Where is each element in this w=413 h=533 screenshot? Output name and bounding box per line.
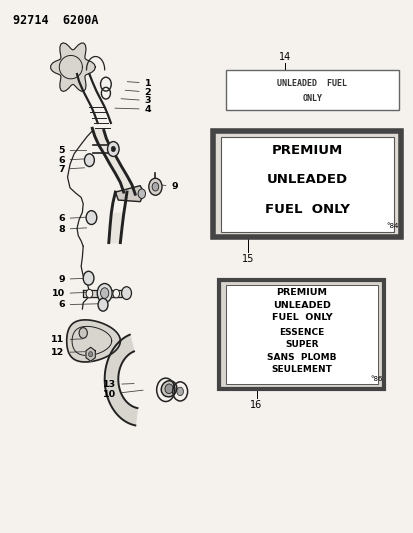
Text: 9: 9 [158, 182, 178, 191]
Text: 6: 6 [58, 214, 95, 223]
Text: 2: 2 [125, 87, 151, 96]
Text: PREMIUM: PREMIUM [271, 143, 342, 157]
Text: 9: 9 [58, 274, 85, 284]
Text: ESSENCE: ESSENCE [279, 328, 324, 337]
Text: 5: 5 [58, 146, 86, 155]
Text: 10: 10 [103, 390, 143, 399]
Circle shape [88, 352, 93, 357]
Text: 6: 6 [58, 300, 98, 309]
Circle shape [100, 288, 109, 298]
Circle shape [107, 142, 119, 157]
Circle shape [111, 147, 115, 152]
Bar [225, 285, 377, 384]
Text: FUEL  ONLY: FUEL ONLY [271, 313, 331, 322]
Circle shape [86, 289, 93, 298]
Text: SANS  PLOMB: SANS PLOMB [266, 353, 336, 362]
Circle shape [138, 189, 145, 198]
Bar [220, 136, 392, 231]
Text: 12: 12 [51, 348, 85, 357]
Polygon shape [109, 213, 123, 243]
Bar [219, 280, 384, 389]
Bar [225, 70, 398, 110]
Circle shape [83, 271, 94, 285]
Polygon shape [92, 128, 135, 194]
Text: 3: 3 [121, 96, 151, 105]
Polygon shape [50, 43, 95, 92]
Text: 7: 7 [58, 165, 84, 174]
Polygon shape [104, 335, 137, 425]
Text: 1: 1 [127, 78, 151, 87]
Circle shape [121, 287, 131, 300]
Polygon shape [83, 290, 122, 297]
Ellipse shape [161, 381, 176, 397]
Polygon shape [115, 185, 144, 201]
Text: °86: °86 [369, 376, 382, 382]
Text: SEULEMENT: SEULEMENT [271, 365, 332, 374]
Text: °84: °84 [386, 223, 398, 229]
Text: 4: 4 [114, 104, 151, 114]
Ellipse shape [164, 384, 173, 393]
Text: 10: 10 [51, 289, 92, 298]
Text: SUPER: SUPER [285, 340, 318, 349]
Circle shape [148, 178, 161, 195]
Text: 8: 8 [58, 225, 86, 234]
Text: 15: 15 [242, 254, 254, 263]
Polygon shape [86, 348, 95, 361]
Circle shape [84, 154, 94, 166]
Bar [213, 131, 400, 237]
Text: UNLEADED: UNLEADED [272, 301, 330, 310]
Text: PREMIUM: PREMIUM [276, 288, 327, 297]
Circle shape [113, 289, 119, 298]
Circle shape [98, 298, 108, 311]
Text: 6: 6 [58, 156, 88, 165]
Circle shape [176, 387, 183, 395]
Text: 16: 16 [250, 400, 262, 410]
Text: 92714  6200A: 92714 6200A [13, 14, 98, 27]
Text: 14: 14 [279, 52, 291, 61]
Text: ONLY: ONLY [301, 94, 321, 103]
Text: UNLEADED: UNLEADED [266, 173, 347, 187]
Circle shape [152, 182, 158, 191]
Text: 11: 11 [51, 335, 82, 344]
Text: FUEL  ONLY: FUEL ONLY [264, 203, 349, 216]
Circle shape [97, 284, 112, 303]
Text: UNLEADED  FUEL: UNLEADED FUEL [277, 79, 347, 88]
Circle shape [86, 211, 97, 224]
Circle shape [79, 328, 87, 338]
Polygon shape [66, 320, 120, 362]
Text: 13: 13 [103, 380, 134, 389]
